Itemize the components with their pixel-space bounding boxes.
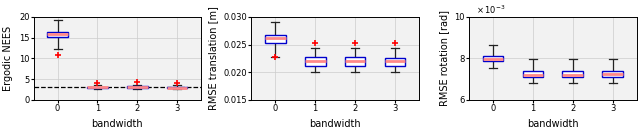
Text: $\times\,10^{-3}$: $\times\,10^{-3}$ [476,4,505,16]
Bar [265,35,285,43]
Bar [305,57,326,65]
Bar [483,56,504,61]
Bar [602,71,623,77]
Y-axis label: RMSE rotation [rad]: RMSE rotation [rad] [439,10,449,106]
Bar [563,71,583,77]
Y-axis label: RMSE translation [m]: RMSE translation [m] [208,6,218,110]
X-axis label: bandwidth: bandwidth [309,119,361,129]
Bar [167,87,188,88]
X-axis label: bandwidth: bandwidth [92,119,143,129]
Y-axis label: Ergodic NEES: Ergodic NEES [3,26,13,91]
Bar [127,86,148,88]
X-axis label: bandwidth: bandwidth [527,119,579,129]
Bar [87,87,108,88]
Bar [47,32,68,37]
Bar [345,57,365,65]
Bar [385,58,405,66]
Bar [523,71,543,77]
